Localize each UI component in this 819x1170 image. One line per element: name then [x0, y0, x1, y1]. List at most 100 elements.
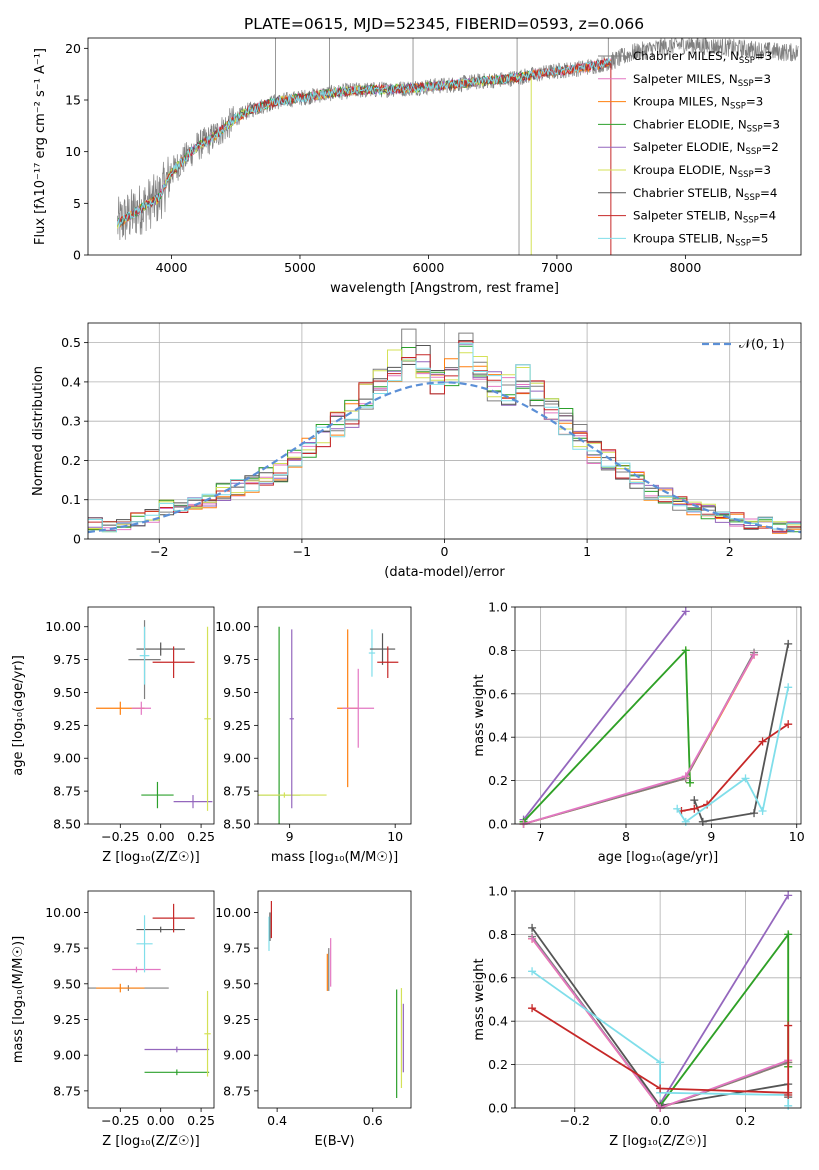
plot-frame: [87, 322, 802, 540]
model-spectrum-salpeter-stelib: [117, 58, 612, 227]
x-tick-label: 0.6: [363, 1113, 383, 1128]
weight-point-marker: [528, 934, 537, 943]
weight-point-marker: [784, 683, 793, 692]
weight-point-marker: [784, 930, 793, 939]
weight-point-marker: [750, 650, 759, 659]
y-tick-label: 10.00: [45, 905, 81, 920]
plot-frame: [257, 606, 412, 825]
panel-age-vs-mass: 9 10 8.50 8.75 9.00 9.25 9.50 9.75 10.00 mass [lo…: [215, 619, 403, 865]
weight-point-marker: [784, 1090, 793, 1099]
spectrum-legend: Chabrier MILES, NSSP=3 Salpeter MILES, NS…: [598, 49, 780, 248]
x-axis-label: (data-model)/error: [384, 565, 505, 580]
y-tick-label: 9.50: [53, 976, 81, 991]
panel-age-vs-Z: −0.25 0.00 0.25 8.50 8.75 9.00 9.25 9.50 9.75 10.…: [11, 619, 215, 865]
panel-mass-vs-Z: −0.25 0.00 0.25 8.75 9.00 9.25 9.50 9.75 10.00 Z …: [11, 903, 215, 1149]
x-axis-label: Z [log₁₀(Z/Z☉)]: [609, 1134, 706, 1149]
x-tick-label: −0.25: [101, 1113, 139, 1128]
weight-point-marker: [690, 796, 699, 805]
weight-point-marker: [741, 774, 750, 783]
plot-frame: [87, 37, 802, 256]
legend-label: 𝒩(0, 1): [739, 336, 785, 351]
weight-series-line: [522, 648, 691, 823]
y-tick-label: 20: [65, 41, 81, 56]
y-tick-label: 0.2: [488, 773, 508, 788]
x-tick-label: 9: [286, 829, 294, 844]
y-tick-label: 9.00: [53, 1048, 81, 1063]
y-tick-label: 9.50: [223, 976, 251, 991]
x-tick-label: 10: [789, 829, 805, 844]
x-tick-label: 10: [387, 829, 403, 844]
y-tick-label: 9.25: [223, 718, 251, 733]
weight-series-line: [531, 938, 789, 1108]
plot-frame: [514, 890, 802, 1109]
y-tick-label: 8.75: [53, 784, 81, 799]
y-axis-label: Normed distribution: [31, 366, 46, 496]
weight-point-marker: [758, 737, 767, 746]
plot-frame: [87, 890, 215, 1109]
legend-label: Kroupa STELIB, NSSP=5: [633, 231, 768, 248]
y-axis-label: mass [log₁₀(M/M☉)]: [11, 936, 26, 1063]
x-tick-label: 0: [441, 544, 449, 559]
y-tick-label: 10.00: [215, 619, 251, 634]
x-tick-label: 0.0: [650, 1113, 670, 1128]
legend-label: Chabrier ELODIE, NSSP=3: [633, 117, 780, 134]
x-tick-label: 0.00: [147, 829, 175, 844]
x-tick-label: 0.4: [267, 1113, 287, 1128]
y-axis-label: mass weight: [472, 674, 487, 756]
y-tick-label: 10.00: [45, 619, 81, 634]
weight-point-marker: [784, 891, 793, 900]
x-axis-label: mass [log₁₀(M/M☉)]: [271, 850, 398, 865]
weight-point-marker: [690, 804, 699, 813]
y-tick-label: 9.00: [53, 751, 81, 766]
weight-point-marker: [784, 1021, 793, 1030]
x-tick-label: 5000: [284, 260, 316, 275]
legend-label: Chabrier STELIB, NSSP=4: [633, 186, 777, 203]
y-tick-label: 9.25: [53, 718, 81, 733]
panel-mass-vs-ebv: 0.4 0.6 8.75 9.00 9.25 9.50 9.75 10.00 E(B-V): [215, 900, 404, 1149]
y-tick-label: 9.75: [53, 941, 81, 956]
weight-series-line: [523, 654, 755, 824]
y-tick-label: 0.6: [488, 686, 508, 701]
legend-label: Salpeter STELIB, NSSP=4: [633, 209, 776, 226]
weight-series-line: [659, 931, 790, 1107]
x-tick-label: 7: [537, 829, 545, 844]
residual-histogram-2: [88, 358, 801, 534]
x-tick-label: −2: [150, 544, 168, 559]
weight-point-marker: [750, 809, 759, 818]
x-tick-label: 6000: [413, 260, 445, 275]
y-tick-label: 9.50: [223, 685, 251, 700]
weight-point-marker: [784, 720, 793, 729]
legend-label: Kroupa ELODIE, NSSP=3: [633, 163, 771, 180]
y-tick-label: 0.4: [488, 1014, 508, 1029]
residual-histogram-8: [88, 343, 801, 533]
x-axis-label: wavelength [Angstrom, rest frame]: [330, 281, 559, 296]
weight-point-marker: [656, 1058, 665, 1067]
y-tick-label: 0.0: [488, 817, 508, 832]
y-tick-label: 9.50: [53, 685, 81, 700]
x-tick-label: 0.00: [147, 1113, 175, 1128]
x-tick-label: −0.2: [560, 1113, 590, 1128]
y-tick-label: 1.0: [488, 884, 508, 899]
weight-point-marker: [528, 923, 537, 932]
x-axis-label: age [log₁₀(age/yr)]: [598, 850, 719, 865]
x-axis-label: E(B-V): [314, 1134, 354, 1149]
x-tick-label: 2: [726, 544, 734, 559]
y-tick-label: 9.75: [53, 652, 81, 667]
x-tick-label: 0.2: [736, 1113, 756, 1128]
panel-spectrum: 4000 5000 6000 7000 8000 0 5 10 15 20 wavelength […: [33, 38, 799, 296]
y-tick-label: 0.4: [488, 730, 508, 745]
weight-point-marker: [758, 806, 767, 815]
y-tick-label: 9.75: [223, 652, 251, 667]
weight-point-marker: [681, 646, 690, 655]
plot-frame: [87, 606, 215, 825]
figure-title: PLATE=0615, MJD=52345, FIBERID=0593, z=0…: [244, 15, 644, 33]
x-tick-label: 1: [583, 544, 591, 559]
y-tick-label: 9.75: [223, 941, 251, 956]
y-tick-label: 0.6: [488, 970, 508, 985]
y-tick-label: 8.75: [223, 784, 251, 799]
y-axis-label: Flux [fλ10⁻¹⁷ erg cm⁻² s⁻¹ A⁻¹]: [33, 48, 48, 245]
y-tick-label: 0.3: [61, 414, 81, 429]
weight-point-marker: [681, 607, 690, 616]
weight-point-marker: [784, 1101, 793, 1110]
